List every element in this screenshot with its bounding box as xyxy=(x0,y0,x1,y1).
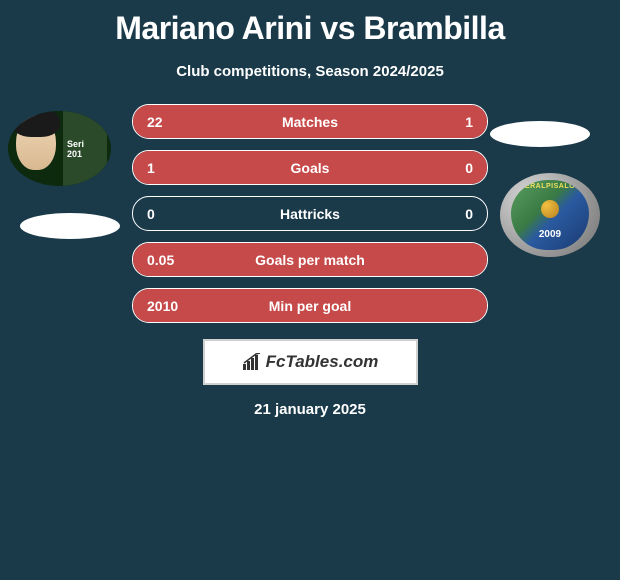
stat-label: Min per goal xyxy=(133,298,487,314)
serie-label-2: 201 xyxy=(67,149,107,159)
left-blank-oval xyxy=(20,213,120,239)
stat-row: 221Matches xyxy=(132,104,488,139)
brand-box[interactable]: FcTables.com xyxy=(203,339,418,385)
right-blank-oval xyxy=(490,121,590,147)
shield-top-text: ERALPISALO xyxy=(511,183,589,190)
stat-row: 00Hattricks xyxy=(132,196,488,231)
stat-row: 10Goals xyxy=(132,150,488,185)
page-subtitle: Club competitions, Season 2024/2025 xyxy=(176,63,444,80)
shield-inner: ERALPISALO 2009 xyxy=(511,180,589,250)
shield-year: 2009 xyxy=(511,229,589,240)
stat-row: 2010Min per goal xyxy=(132,288,488,323)
right-club-badge: ERALPISALO 2009 xyxy=(500,173,600,257)
shield-outer-ring: ERALPISALO 2009 xyxy=(500,173,600,257)
comparison-card: Mariano Arini vs Brambilla Club competit… xyxy=(0,0,620,580)
stat-row: 0.05Goals per match xyxy=(132,242,488,277)
left-player-avatar: Seri 201 xyxy=(8,111,111,186)
stat-label: Goals per match xyxy=(133,252,487,268)
chart-bars-icon xyxy=(242,353,262,371)
page-title: Mariano Arini vs Brambilla xyxy=(115,10,504,47)
stats-list: 221Matches 10Goals 00Hattricks 0.05Goals pe… xyxy=(132,104,488,323)
shield-ball-icon xyxy=(541,200,559,218)
content-area: Seri 201 ERALPISALO 2009 221Matches 10Goa… xyxy=(0,104,620,418)
stat-label: Matches xyxy=(133,114,487,130)
stat-label: Hattricks xyxy=(133,206,487,222)
brand-text: FcTables.com xyxy=(266,352,379,372)
date-text: 21 january 2025 xyxy=(0,401,620,418)
serie-b-panel: Seri 201 xyxy=(63,111,107,186)
stat-label: Goals xyxy=(133,160,487,176)
serie-label-1: Seri xyxy=(67,139,107,149)
